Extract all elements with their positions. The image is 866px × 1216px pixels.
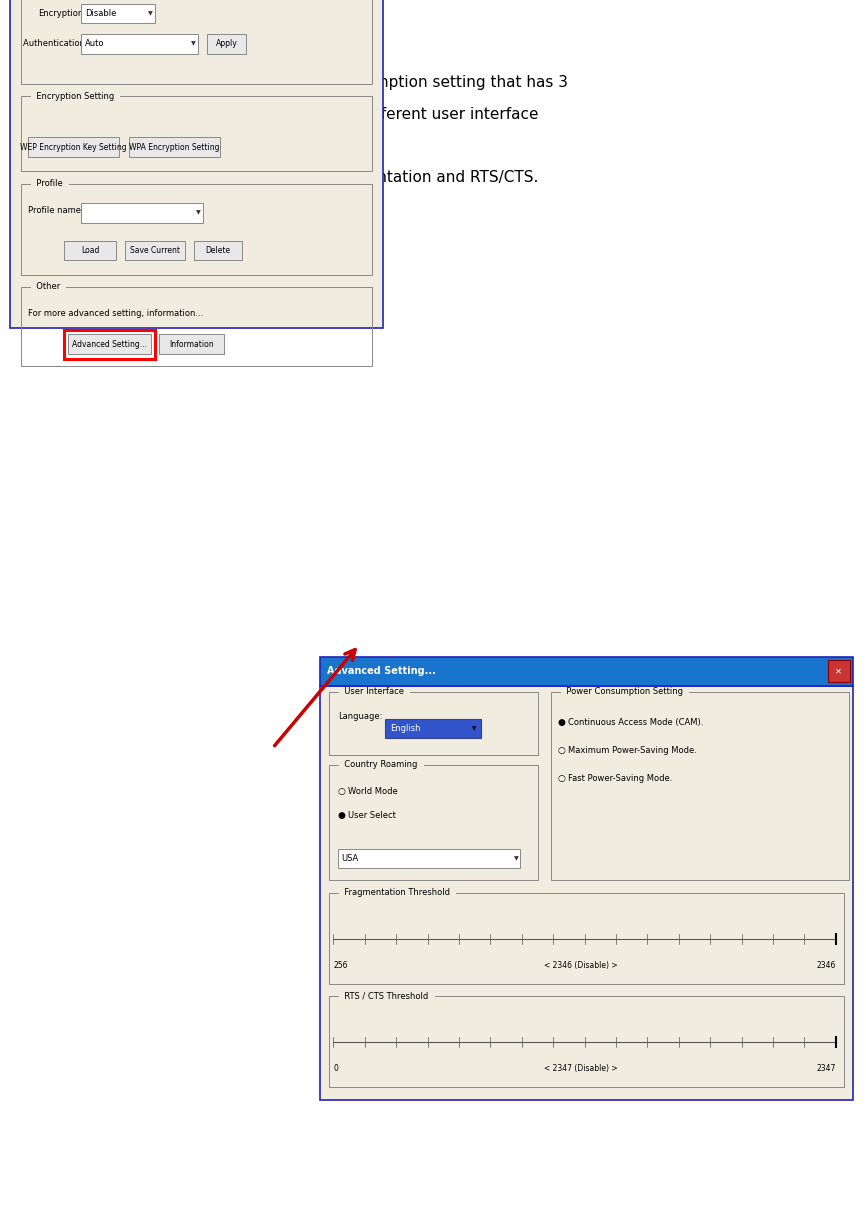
Text: Fast Power-Saving Mode.: Fast Power-Saving Mode.: [568, 773, 673, 783]
Text: Advanced Setting...: Advanced Setting...: [327, 666, 436, 676]
Text: Country Roaming: Country Roaming: [339, 760, 423, 770]
Text: < 2346 (Disable) >: < 2346 (Disable) >: [545, 961, 618, 970]
Text: Apply: Apply: [216, 39, 237, 49]
Bar: [64, 241, 116, 260]
Text: and country roaming.: and country roaming.: [10, 139, 176, 153]
Text: Fragmentation Threshold: Fragmentation Threshold: [339, 888, 456, 897]
Text: ▼: ▼: [196, 210, 200, 215]
Text: 2347: 2347: [817, 1064, 836, 1074]
Bar: [329, 765, 538, 880]
Text: Maximum Power-Saving Mode.: Maximum Power-Saving Mode.: [568, 745, 697, 755]
Bar: [68, 334, 151, 354]
Text: ▼: ▼: [148, 11, 152, 16]
Bar: [551, 692, 849, 880]
Text: ▼: ▼: [514, 856, 518, 861]
Text: Encryption: Encryption: [38, 9, 83, 18]
Bar: [159, 334, 224, 354]
Bar: [329, 996, 844, 1087]
Bar: [338, 849, 520, 868]
Bar: [81, 203, 203, 223]
Bar: [10, 0, 383, 328]
Text: ○: ○: [338, 787, 346, 796]
Text: Disable: Disable: [85, 9, 116, 18]
Bar: [828, 660, 850, 682]
Text: Other: Other: [31, 282, 66, 292]
Text: Encryption Setting: Encryption Setting: [31, 91, 120, 101]
Text: WPA Encryption Setting: WPA Encryption Setting: [129, 142, 220, 152]
Text: ●: ●: [558, 717, 565, 727]
Text: ▼: ▼: [191, 41, 196, 46]
Text: Profile: Profile: [31, 179, 68, 188]
Text: ○: ○: [558, 773, 565, 783]
Bar: [320, 657, 853, 686]
Text: < 2347 (Disable) >: < 2347 (Disable) >: [545, 1064, 618, 1074]
Bar: [320, 686, 853, 1100]
Text: Power Consumption Setting: Power Consumption Setting: [561, 687, 688, 697]
Text: ●: ●: [338, 811, 346, 821]
Text: World Mode: World Mode: [348, 787, 397, 796]
Text: It also allows you to set the threshold of fragmentation and RTS/CTS.: It also allows you to set the threshold …: [10, 170, 539, 185]
Text: different modes. In this panel, you can select different user interface: different modes. In this panel, you can …: [10, 107, 539, 122]
Bar: [21, 184, 372, 275]
Text: User Select: User Select: [348, 811, 396, 821]
Bar: [207, 34, 246, 54]
Bar: [64, 330, 155, 359]
Text: Information: Information: [170, 339, 214, 349]
Bar: [81, 34, 198, 54]
Text: 256: 256: [333, 961, 348, 970]
Bar: [125, 241, 185, 260]
Bar: [81, 4, 155, 23]
Text: WEP Encryption Key Setting: WEP Encryption Key Setting: [20, 142, 126, 152]
Bar: [329, 692, 538, 755]
Text: 5.5 ADVANCED SETTING: 5.5 ADVANCED SETTING: [10, 30, 273, 50]
Text: ▼: ▼: [472, 726, 476, 731]
Text: Advanced Setting...: Advanced Setting...: [72, 339, 147, 349]
Text: RTS / CTS Threshold: RTS / CTS Threshold: [339, 991, 434, 1001]
Bar: [194, 241, 242, 260]
Bar: [21, 287, 372, 366]
Text: English: English: [390, 724, 420, 733]
Text: Continuous Access Mode (CAM).: Continuous Access Mode (CAM).: [568, 717, 703, 727]
Text: ○: ○: [558, 745, 565, 755]
Text: 2346: 2346: [817, 961, 836, 970]
Text: Auto: Auto: [85, 39, 105, 49]
Bar: [28, 137, 119, 157]
Text: USA: USA: [341, 854, 359, 863]
Text: User Interface: User Interface: [339, 687, 410, 697]
Text: Profile name:: Profile name:: [28, 206, 83, 215]
Text: Load: Load: [81, 246, 100, 255]
Text: Click “Advanced Setting” to select power consumption setting that has 3: Click “Advanced Setting” to select power…: [10, 75, 568, 90]
Text: Save Current: Save Current: [130, 246, 180, 255]
Text: Authentication Mode: Authentication Mode: [23, 39, 110, 49]
Text: ✕: ✕: [835, 666, 843, 676]
Text: Delete: Delete: [205, 246, 230, 255]
Bar: [129, 137, 220, 157]
Text: Language:: Language:: [338, 711, 382, 721]
Bar: [21, 96, 372, 171]
Bar: [329, 893, 844, 984]
Bar: [385, 719, 481, 738]
Text: For more advanced setting, information...: For more advanced setting, information..…: [28, 309, 203, 319]
Text: 0: 0: [333, 1064, 339, 1074]
Bar: [21, 0, 372, 84]
